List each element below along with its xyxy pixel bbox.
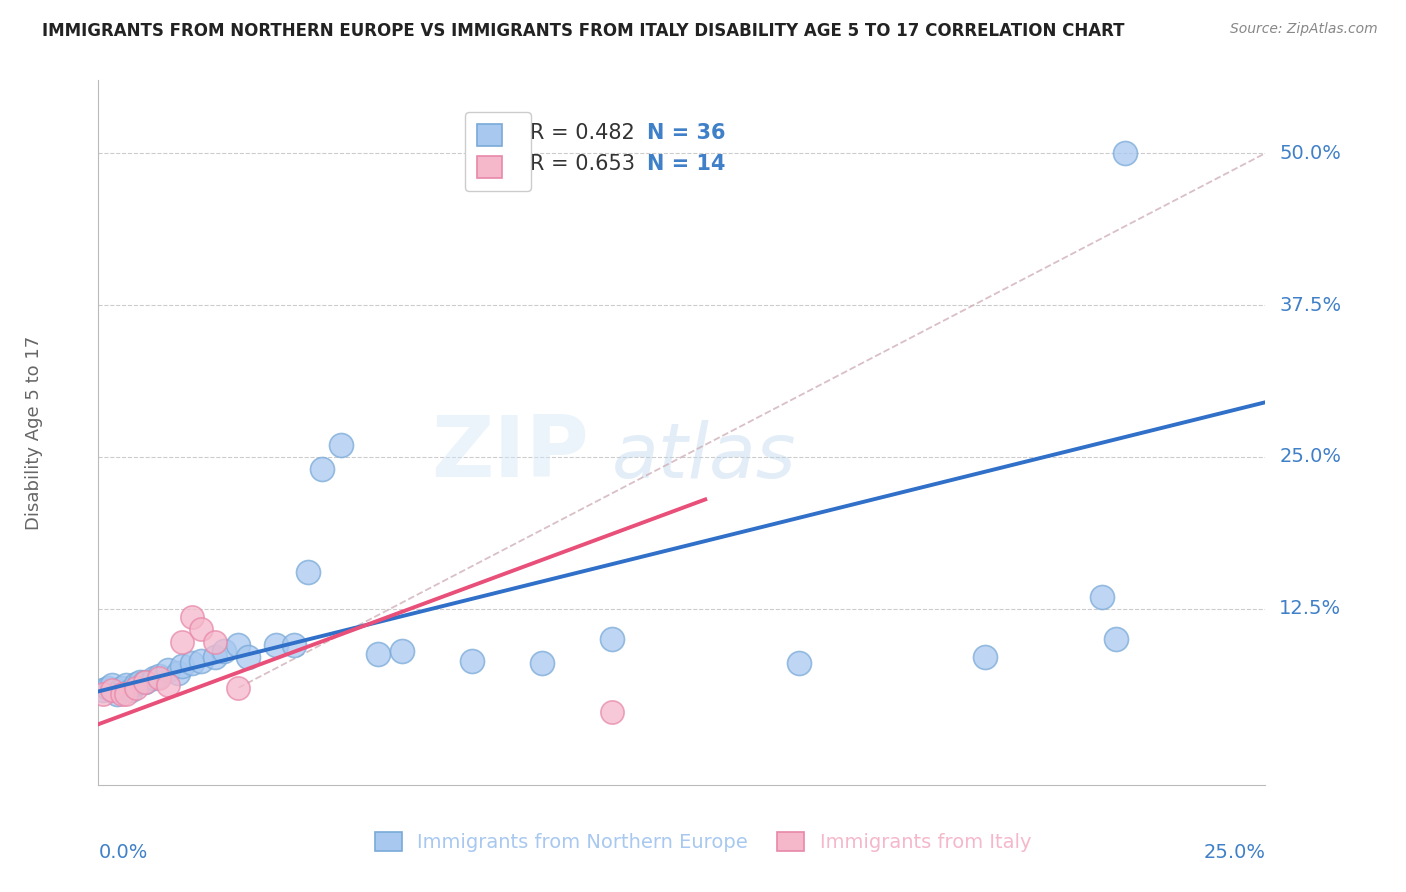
Text: 12.5%: 12.5%	[1279, 599, 1341, 618]
Point	[115, 678, 138, 692]
Point	[228, 638, 250, 652]
Point	[166, 666, 188, 681]
Point	[330, 438, 353, 452]
Legend: Immigrants from Northern Europe, Immigrants from Italy: Immigrants from Northern Europe, Immigra…	[367, 824, 1039, 860]
Point	[101, 678, 124, 692]
Text: N = 14: N = 14	[647, 154, 725, 174]
Text: 0.0%: 0.0%	[98, 843, 148, 863]
Point	[600, 632, 623, 647]
Text: IMMIGRANTS FROM NORTHERN EUROPE VS IMMIGRANTS FROM ITALY DISABILITY AGE 5 TO 17 : IMMIGRANTS FROM NORTHERN EUROPE VS IMMIG…	[42, 22, 1125, 40]
Point	[297, 566, 319, 580]
Point	[125, 677, 148, 691]
Point	[204, 634, 226, 648]
Point	[311, 462, 333, 476]
Point	[214, 644, 236, 658]
Point	[134, 674, 156, 689]
Point	[228, 681, 250, 695]
Point	[264, 638, 287, 652]
Text: Disability Age 5 to 17: Disability Age 5 to 17	[25, 335, 44, 530]
Point	[283, 638, 305, 652]
Text: ZIP: ZIP	[430, 412, 589, 495]
Text: R = 0.653: R = 0.653	[530, 154, 636, 174]
Point	[787, 657, 810, 671]
Legend: , : ,	[465, 112, 531, 191]
Point	[120, 683, 142, 698]
Text: 37.5%: 37.5%	[1279, 295, 1341, 315]
Point	[172, 634, 194, 648]
Point	[97, 681, 120, 695]
Point	[236, 650, 259, 665]
Point	[974, 650, 997, 665]
Text: N = 36: N = 36	[647, 122, 725, 143]
Point	[148, 668, 170, 682]
Point	[204, 650, 226, 665]
Point	[148, 671, 170, 685]
Point	[530, 657, 553, 671]
Point	[391, 644, 413, 658]
Text: Source: ZipAtlas.com: Source: ZipAtlas.com	[1230, 22, 1378, 37]
Text: 50.0%: 50.0%	[1279, 144, 1341, 162]
Point	[1114, 146, 1136, 161]
Point	[101, 683, 124, 698]
Point	[91, 683, 114, 698]
Point	[111, 681, 134, 695]
Text: 25.0%: 25.0%	[1204, 843, 1265, 863]
Point	[1105, 632, 1128, 647]
Point	[111, 687, 134, 701]
Point	[172, 659, 194, 673]
Point	[105, 687, 128, 701]
Point	[143, 671, 166, 685]
Point	[180, 657, 202, 671]
Point	[367, 647, 389, 661]
Point	[157, 678, 180, 692]
Point	[461, 654, 484, 668]
Point	[91, 687, 114, 701]
Point	[134, 674, 156, 689]
Point	[115, 687, 138, 701]
Point	[180, 610, 202, 624]
Point	[1091, 590, 1114, 604]
Point	[190, 654, 212, 668]
Text: atlas: atlas	[612, 420, 796, 494]
Text: 25.0%: 25.0%	[1279, 448, 1341, 467]
Text: R = 0.482: R = 0.482	[530, 122, 636, 143]
Point	[129, 674, 152, 689]
Point	[125, 681, 148, 695]
Point	[157, 663, 180, 677]
Point	[190, 623, 212, 637]
Point	[600, 705, 623, 719]
